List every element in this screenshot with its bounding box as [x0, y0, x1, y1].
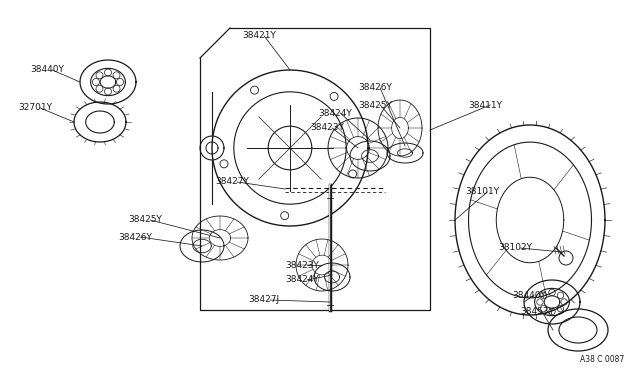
Text: 38440Y: 38440Y [30, 65, 64, 74]
Text: 38427Y: 38427Y [215, 177, 249, 186]
Text: 38453Y: 38453Y [520, 308, 554, 317]
Text: 38101Y: 38101Y [465, 187, 499, 196]
Text: A38 C 0087: A38 C 0087 [580, 356, 624, 365]
Text: 38426Y: 38426Y [118, 232, 152, 241]
Text: 38427J: 38427J [248, 295, 279, 305]
Text: 38426Y: 38426Y [358, 83, 392, 93]
Text: 38440Y: 38440Y [512, 291, 546, 299]
Text: 38425Y: 38425Y [358, 100, 392, 109]
Text: 32701Y: 32701Y [18, 103, 52, 112]
Text: 38411Y: 38411Y [468, 100, 502, 109]
Text: 38424Y: 38424Y [285, 276, 319, 285]
Text: 38423Y: 38423Y [310, 124, 344, 132]
Text: 38102Y: 38102Y [498, 244, 532, 253]
Text: 38424Y: 38424Y [318, 109, 352, 118]
Text: 38423Y: 38423Y [285, 260, 319, 269]
Text: 38421Y: 38421Y [242, 32, 276, 41]
Text: 38425Y: 38425Y [128, 215, 162, 224]
